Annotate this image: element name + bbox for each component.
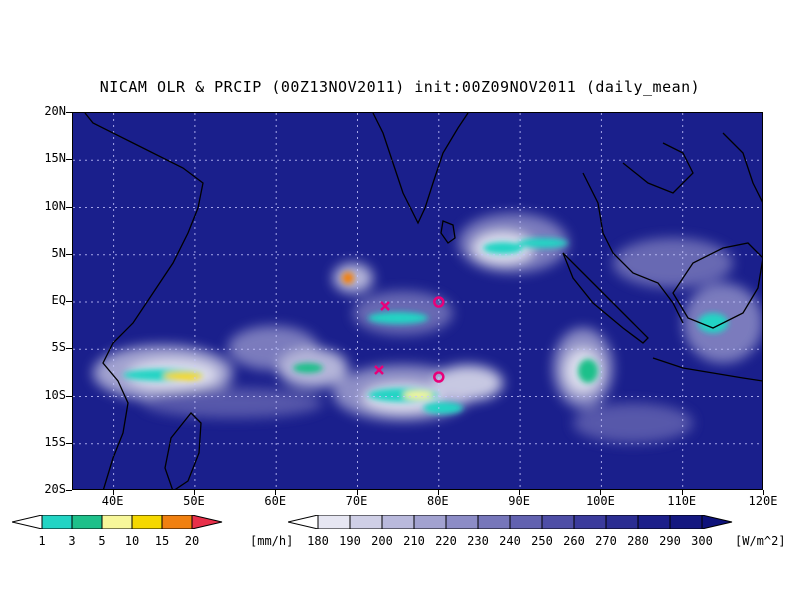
colorbar-label: 250 [531,534,553,548]
colorbar-cell [541,515,575,529]
lat-label: 5N [51,245,66,260]
colorbar-cell [317,515,351,529]
colorbar-label: 240 [499,534,521,548]
colorbar-cell [509,515,543,529]
lat-label: 10S [44,387,66,402]
lon-tick [112,490,114,495]
lat-label: 10N [44,198,66,213]
map-panel [72,112,763,490]
lat-tick [66,395,72,397]
lon-tick [356,490,358,495]
colorbar-cell [381,515,415,529]
colorbar-label: 180 [307,534,329,548]
lon-tick [763,490,764,495]
map-svg [73,113,762,489]
colorbar-label: 300 [691,534,713,548]
lon-label: 40E [101,494,124,508]
lon-label: 70E [345,494,368,508]
colorbar-cell [349,515,383,529]
colorbar-label: 190 [339,534,361,548]
colorbar-label: 15 [154,534,170,548]
x-marker-1 [380,301,390,311]
o-marker-1 [433,296,445,308]
x-marker-2 [374,365,384,375]
colorbar-cell [161,515,193,529]
colorbar-cell [637,515,671,529]
colorbar-cell [131,515,163,529]
lat-label: 20S [44,482,66,496]
lat-tick [66,442,72,444]
colorbar-cell [669,515,703,529]
colorbar-label: 1 [38,534,46,548]
colorbar-cell [445,515,479,529]
colorbar-cell [701,515,733,529]
precip-field [123,238,728,414]
colorbar-cell [573,515,607,529]
storm-markers [374,296,445,383]
lat-tick [66,301,72,302]
lon-tick [600,490,602,495]
colorbar-label: 280 [627,534,649,548]
colorbar-cell [101,515,133,529]
lat-label: 20N [44,104,66,118]
o-marker-2 [433,371,445,383]
lat-tick [66,159,72,161]
olr-unit: [W/m^2] [735,534,786,548]
grid-lines [73,113,762,489]
precip-unit: [mm/h] [250,534,294,548]
lat-tick [66,253,72,255]
lon-label: 110E [667,494,697,508]
lat-label: 15S [44,434,66,449]
lon-label: 120E [748,494,778,508]
lon-tick [519,490,521,495]
lon-label: 60E [264,494,287,508]
colorbar-cell [413,515,447,529]
colorbar-label: 270 [595,534,617,548]
lat-tick [66,348,72,350]
lon-tick [275,490,277,495]
lat-label: 5S [51,340,66,355]
colorbar-label: 200 [371,534,393,548]
lat-tick [66,206,72,208]
lon-tick [681,490,683,495]
lon-tick [193,490,195,495]
colorbar-label: 10 [124,534,140,548]
lon-label: 50E [183,494,205,508]
colorbar-label: 220 [435,534,457,548]
colorbar-cell [41,515,73,529]
colorbar-label: 20 [184,534,200,548]
lon-label: 80E [426,494,449,508]
colorbar-label: 290 [659,534,681,548]
colorbar-label: 260 [563,534,585,548]
colorbar-label: 3 [68,534,76,548]
lat-label: 15N [44,151,66,166]
lat-tick [66,490,72,491]
lat-label: EQ [51,293,66,307]
colorbar-cell [605,515,639,529]
colorbar-cell [477,515,511,529]
colorbar-cell [191,515,223,529]
colorbar-label: 210 [403,534,425,548]
colorbar-label: 5 [98,534,106,548]
olr-colorbar [288,515,733,529]
coastlines [84,113,762,489]
colorbar-cell [71,515,103,529]
lat-tick [66,112,72,113]
lon-tick [437,490,439,495]
chart-title: NICAM OLR & PRCIP (00Z13NOV2011) init:00… [99,78,701,96]
lon-label: 90E [508,494,530,508]
precip-colorbar [12,515,223,529]
lon-label: 100E [585,494,615,508]
colorbar-label: 230 [467,534,489,548]
